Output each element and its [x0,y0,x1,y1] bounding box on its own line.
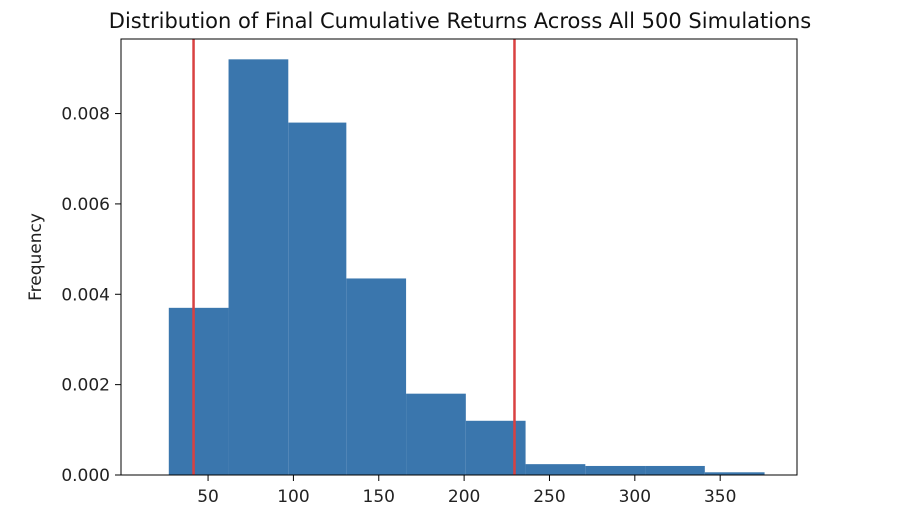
y-tick-label-1: 0.002 [61,376,110,396]
y-tick-label-4: 0.008 [61,105,110,125]
x-tick-label-300: 300 [619,487,651,507]
histogram-bar-1 [168,307,229,475]
x-tick-label-50: 50 [197,487,219,507]
y-tick-label-0: 0.000 [61,466,110,486]
bars-group [168,59,765,476]
x-tick-label-250: 250 [533,487,565,507]
histogram-bar-5 [406,393,466,475]
histogram-bar-2 [228,59,289,476]
chart-title: Distribution of Final Cumulative Returns… [109,9,811,33]
histogram-bar-6 [465,420,526,475]
histogram-bar-7 [525,464,586,475]
x-tick-label-100: 100 [277,487,309,507]
x-axis: 50 100 150 200 250 300 350 [197,475,736,507]
vlines-group [192,39,516,475]
histogram-bar-8 [585,465,646,475]
x-tick-label-200: 200 [448,487,480,507]
histogram-bar-4 [346,278,407,475]
x-tick-label-350: 350 [704,487,736,507]
y-tick-label-2: 0.004 [61,285,110,305]
y-axis-label: Frequency [26,213,46,301]
histogram-bar-10 [704,472,765,475]
histogram-bar-3 [288,122,347,475]
x-tick-label-150: 150 [363,487,395,507]
histogram-bar-9 [645,465,705,475]
y-axis: 0.000 0.002 0.004 0.006 0.008 [61,105,121,486]
plot-frame [120,38,798,476]
y-tick-label-3: 0.006 [61,195,110,215]
